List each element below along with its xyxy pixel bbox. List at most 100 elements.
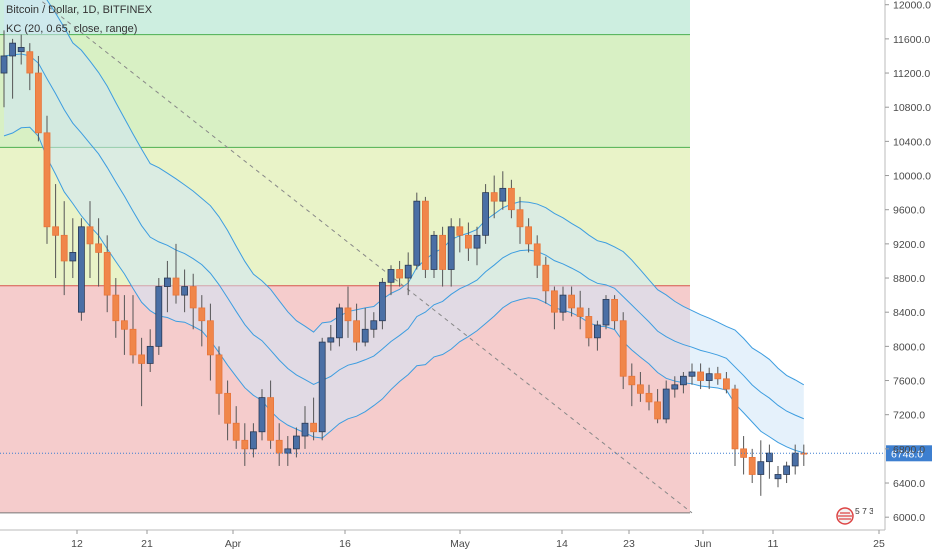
candle[interactable] (654, 401, 661, 420)
candle[interactable] (172, 277, 180, 296)
candle[interactable] (181, 286, 189, 296)
candle[interactable] (335, 307, 343, 339)
candle[interactable] (249, 431, 257, 450)
candle[interactable] (86, 226, 94, 245)
candle[interactable] (138, 354, 146, 364)
candle[interactable] (60, 234, 68, 262)
candle[interactable] (9, 42, 17, 57)
candle[interactable] (723, 378, 730, 390)
candle[interactable] (611, 298, 618, 322)
candle[interactable] (525, 226, 532, 245)
candle[interactable] (697, 371, 704, 381)
candle[interactable] (215, 354, 223, 394)
candle[interactable] (757, 461, 765, 475)
candle[interactable] (714, 373, 722, 380)
candle[interactable] (396, 269, 404, 279)
candle[interactable] (112, 294, 120, 322)
candle[interactable] (370, 320, 378, 330)
candle[interactable] (662, 388, 670, 420)
candle[interactable] (267, 397, 275, 441)
candle[interactable] (353, 320, 361, 343)
candle[interactable] (671, 384, 679, 390)
candle[interactable] (507, 187, 515, 211)
candle[interactable] (791, 452, 799, 467)
zone-top (0, 0, 690, 35)
candle[interactable] (318, 341, 326, 433)
indicator-legend[interactable]: KC (20, 0.65, close, range) (6, 23, 138, 35)
candle[interactable] (542, 264, 550, 292)
candle[interactable] (774, 474, 782, 480)
candle[interactable] (344, 307, 352, 322)
candle[interactable] (378, 281, 386, 322)
candle[interactable] (645, 392, 653, 403)
candle[interactable] (731, 388, 739, 450)
candle[interactable] (95, 243, 102, 253)
candle[interactable] (705, 373, 713, 381)
candle[interactable] (52, 226, 59, 236)
candle[interactable] (421, 200, 429, 270)
candle[interactable] (602, 298, 610, 326)
candle[interactable] (628, 375, 636, 386)
candle[interactable] (499, 187, 507, 202)
candle[interactable] (473, 234, 481, 249)
candle[interactable] (361, 328, 369, 343)
symbol-legend[interactable]: Bitcoin / Dollar, 1D, BITFINEX (6, 4, 153, 16)
candle[interactable] (456, 226, 464, 236)
candle[interactable] (327, 337, 335, 343)
candle[interactable] (163, 277, 171, 287)
candle[interactable] (69, 252, 77, 262)
current-price-tag[interactable] (886, 445, 932, 462)
candle[interactable] (224, 392, 232, 424)
candle[interactable] (464, 234, 472, 249)
candle[interactable] (258, 397, 266, 433)
candle[interactable] (129, 328, 137, 356)
candle[interactable] (232, 422, 240, 441)
candle[interactable] (800, 452, 808, 455)
candle[interactable] (275, 439, 283, 454)
tradingview-badge-icon[interactable]: 5 7 3 (833, 506, 873, 526)
candle[interactable] (206, 320, 214, 356)
candle[interactable] (121, 320, 128, 330)
candle[interactable] (748, 456, 756, 475)
candle[interactable] (17, 47, 25, 53)
candle[interactable] (292, 435, 300, 450)
candle[interactable] (439, 234, 447, 270)
candle[interactable] (533, 243, 541, 266)
candle[interactable] (284, 448, 292, 454)
candle[interactable] (619, 320, 627, 377)
candle[interactable] (568, 294, 575, 309)
candle[interactable] (482, 192, 490, 236)
candle[interactable] (103, 252, 111, 296)
candle[interactable] (146, 345, 154, 364)
candle[interactable] (783, 465, 790, 475)
candle[interactable] (43, 132, 51, 228)
candle[interactable] (430, 234, 438, 270)
candle[interactable] (576, 307, 584, 317)
candle[interactable] (0, 55, 8, 74)
candle[interactable] (594, 324, 601, 339)
candle[interactable] (637, 384, 644, 394)
candle[interactable] (241, 439, 249, 450)
candle[interactable] (387, 269, 395, 283)
candle[interactable] (413, 200, 421, 266)
candle[interactable] (301, 422, 309, 437)
candle[interactable] (35, 72, 42, 134)
candle[interactable] (447, 226, 455, 270)
candle[interactable] (585, 316, 593, 339)
candle[interactable] (404, 264, 412, 279)
candle[interactable] (559, 294, 567, 313)
candle[interactable] (516, 209, 524, 228)
candle[interactable] (310, 422, 318, 433)
candle[interactable] (551, 290, 558, 313)
candle[interactable] (198, 307, 206, 322)
candle[interactable] (680, 375, 687, 386)
candle[interactable] (26, 51, 34, 74)
candle[interactable] (766, 452, 773, 463)
candle[interactable] (189, 286, 197, 309)
candle[interactable] (740, 448, 747, 458)
candle[interactable] (688, 371, 696, 377)
candle[interactable] (490, 192, 498, 202)
candle[interactable] (155, 286, 163, 347)
candle[interactable] (78, 226, 85, 313)
